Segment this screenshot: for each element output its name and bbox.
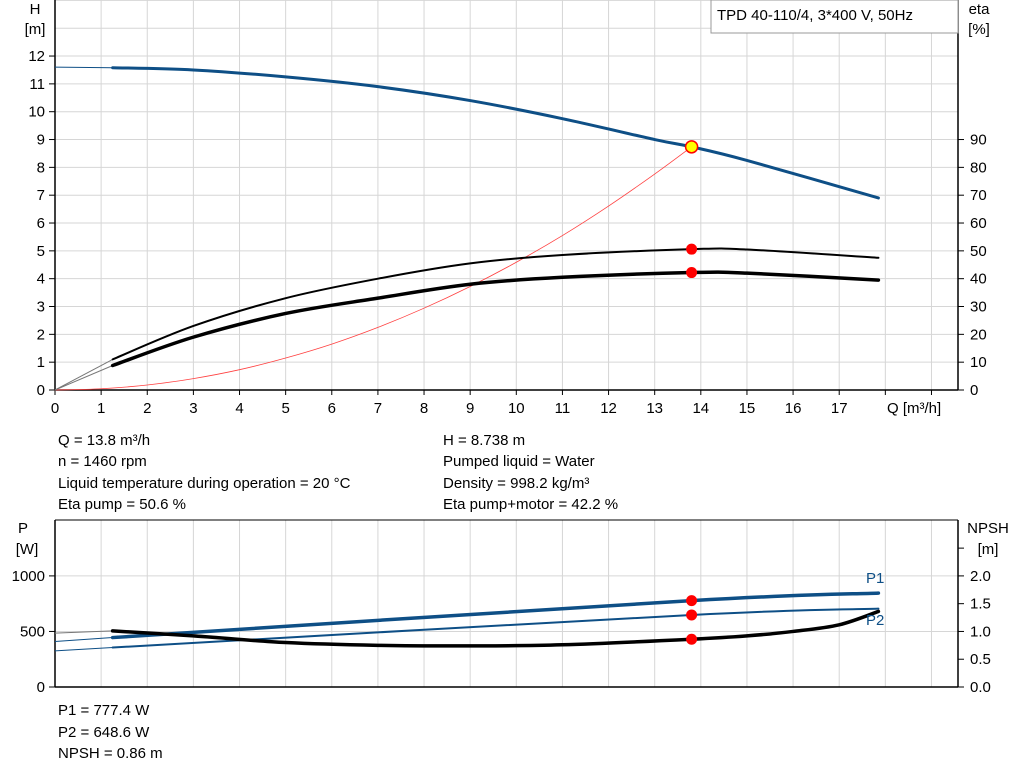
y-tick-label-left: 12 (28, 48, 45, 65)
info-density: Density = 998.2 kg/m³ (443, 475, 589, 492)
p1-curve-extension (54, 637, 113, 642)
x-tick-label: 0 (51, 400, 59, 417)
x-tick-label: 14 (692, 400, 709, 417)
x-tick-label: 9 (466, 400, 474, 417)
y-tick-label-left: 1000 (12, 568, 45, 585)
y-label-h-unit: [m] (25, 21, 46, 38)
y-tick-label-left: 1 (37, 354, 45, 371)
y-tick-label-left: 5 (37, 243, 45, 260)
x-tick-label: 6 (328, 400, 336, 417)
info-npsh: NPSH = 0.86 m (58, 745, 163, 762)
y-tick-label-right: 70 (970, 187, 987, 204)
y-tick-label-right: 1.5 (970, 596, 991, 613)
duty-point-eta-pump (686, 243, 698, 255)
y-tick-label-left: 0 (37, 679, 45, 696)
p2-curve-extension (54, 647, 113, 652)
y-tick-label-left: 6 (37, 215, 45, 232)
eta-pump-motor-curve-extension (54, 365, 113, 391)
y-tick-label-left: 8 (37, 159, 45, 176)
x-tick-label: 13 (646, 400, 663, 417)
legend-box (710, 0, 959, 34)
series-label-p2: P2 (866, 612, 884, 629)
x-tick-label: 8 (420, 400, 428, 417)
x-tick-label: 7 (374, 400, 382, 417)
info-p1: P1 = 777.4 W (58, 702, 150, 719)
bottom-plot-area (55, 520, 958, 687)
head-curve (111, 66, 880, 200)
y-label-npsh-unit: [m] (978, 541, 999, 558)
tick-labels: 0 1 2 3 4 5 6 7 8 9 10 11 12 13 14 15 16 1701234567891011… (12, 48, 991, 696)
y-tick-label-right: 0.5 (970, 651, 991, 668)
p2-curve (111, 607, 880, 649)
legend-title: TPD 40-110/4, 3*400 V, 50Hz (717, 7, 913, 24)
y-tick-label-right: 10 (970, 354, 987, 371)
duty-point-p1 (686, 595, 698, 607)
y-tick-label-left: 4 (37, 271, 45, 288)
y-label-npsh: NPSH (967, 520, 1009, 537)
y-label-eta-unit: [%] (968, 21, 990, 38)
eta-pump-curve-extension (54, 358, 113, 391)
y-tick-label-right: 30 (970, 299, 987, 316)
y-tick-label-right: 80 (970, 159, 987, 176)
y-tick-label-left: 7 (37, 187, 45, 204)
y-tick-label-right: 90 (970, 132, 987, 149)
x-tick-label: 16 (785, 400, 802, 417)
y-tick-label-right: 2.0 (970, 568, 991, 585)
y-tick-label-right: 0 (970, 382, 978, 399)
x-tick-label: 3 (189, 400, 197, 417)
y-tick-label-left: 2 (37, 326, 45, 343)
npsh-curve (110, 609, 881, 648)
duty-point-eta-total (686, 267, 698, 279)
head-curve-extension (54, 66, 113, 69)
bottom-grid (49, 519, 964, 688)
y-label-p-unit: [W] (16, 541, 39, 558)
y-tick-label-right: 40 (970, 271, 987, 288)
y-label-p: P (18, 520, 28, 537)
y-tick-label-right: 60 (970, 215, 987, 232)
eta-pump-curve (111, 247, 880, 361)
info-eta-total: Eta pump+motor = 42.2 % (443, 496, 618, 513)
info-p2: P2 = 648.6 W (58, 724, 150, 741)
x-tick-label: 12 (600, 400, 617, 417)
y-tick-label-right: 50 (970, 243, 987, 260)
x-tick-label: 17 (831, 400, 848, 417)
curves (54, 66, 881, 652)
eta-pump-motor-curve (110, 270, 881, 368)
top-grid (49, 0, 964, 395)
x-tick-label: 4 (235, 400, 243, 417)
x-label-q: Q [m³/h] (887, 400, 941, 417)
y-label-h: H (30, 1, 41, 18)
info-eta-pump: Eta pump = 50.6 % (58, 496, 186, 513)
duty-point-head (684, 140, 699, 154)
y-tick-label-left: 500 (20, 623, 45, 640)
y-tick-label-left: 0 (37, 382, 45, 399)
system-curve (54, 146, 692, 391)
y-tick-label-right: 0.0 (970, 679, 991, 696)
x-tick-label: 1 (97, 400, 105, 417)
y-tick-label-left: 10 (28, 104, 45, 121)
y-tick-label-right: 1.0 (970, 623, 991, 640)
duty-point-npsh (686, 633, 698, 645)
info-q: Q = 13.8 m³/h (58, 432, 150, 449)
duty-point-p2 (686, 609, 698, 621)
series-label-p1: P1 (866, 570, 884, 587)
npsh-curve-extension (54, 630, 113, 634)
y-tick-label-left: 11 (29, 76, 45, 93)
x-tick-label: 15 (739, 400, 756, 417)
x-tick-label: 2 (143, 400, 151, 417)
info-liquid: Pumped liquid = Water (443, 453, 595, 470)
info-temp: Liquid temperature during operation = 20… (58, 475, 351, 492)
p1-curve (110, 591, 881, 640)
y-tick-label-right: 20 (970, 326, 987, 343)
y-label-eta: eta (969, 1, 991, 18)
x-tick-label: 11 (555, 400, 571, 417)
y-tick-label-left: 9 (37, 132, 45, 149)
x-tick-label: 5 (281, 400, 289, 417)
info-h: H = 8.738 m (443, 432, 525, 449)
x-tick-label: 10 (508, 400, 525, 417)
info-n: n = 1460 rpm (58, 453, 147, 470)
y-tick-label-left: 3 (37, 299, 45, 316)
